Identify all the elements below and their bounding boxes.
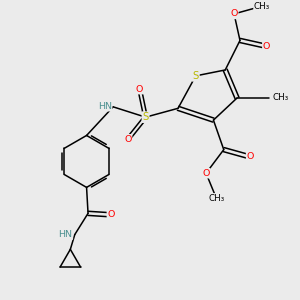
Text: O: O [247,152,254,161]
Text: CH₃: CH₃ [272,94,289,103]
Text: O: O [263,42,270,51]
Text: O: O [136,85,143,94]
Text: HN: HN [58,230,72,239]
Text: S: S [142,112,149,122]
Text: O: O [202,169,210,178]
Text: CH₃: CH₃ [208,194,224,203]
Text: O: O [124,135,132,144]
Text: HN: HN [98,102,112,111]
Text: S: S [193,71,199,81]
Text: O: O [107,210,115,219]
Text: CH₃: CH₃ [254,2,270,11]
Text: O: O [230,9,238,18]
